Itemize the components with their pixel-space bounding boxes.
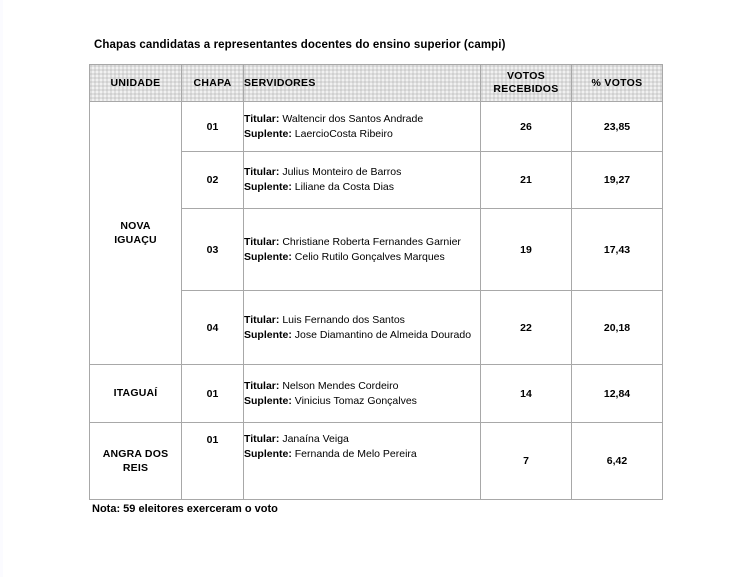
cell-percent-votos: 20,18: [571, 290, 663, 365]
cell-votos-recebidos: 19: [480, 208, 572, 291]
suplente-label: Suplente:: [244, 394, 292, 407]
suplente-name: Fernanda de Melo Pereira: [294, 447, 417, 460]
column-header-unidade: UNIDADE: [89, 64, 182, 102]
titular-label: Titular:: [244, 379, 280, 392]
suplente-name: LaercioCosta Ribeiro: [294, 127, 393, 140]
suplente-label: Suplente:: [244, 447, 292, 460]
titular-name: Christiane Roberta Fernandes Garnier: [282, 235, 461, 248]
cell-servidores: Titular: Nelson Mendes Cordeiro Suplente…: [243, 364, 481, 423]
suplente-name: Vinicius Tomaz Gonçalves: [294, 394, 417, 407]
suplente-label: Suplente:: [244, 181, 292, 193]
cell-votos-recebidos: 26: [480, 101, 572, 152]
titular-name: Janaína Veiga: [282, 433, 349, 445]
table-row: ITAGUAÍ 01 Titular: Nelson Mendes Cordei…: [89, 364, 663, 423]
cell-chapa: 02: [181, 151, 244, 209]
cell-chapa: 01: [181, 422, 244, 500]
cell-percent-votos: 12,84: [571, 364, 663, 423]
column-header-servidores: SERVIDORES: [243, 64, 481, 102]
cell-servidores: Titular: Janaína Veiga Suplente: Fernand…: [243, 422, 481, 500]
column-header-chapa: CHAPA: [181, 64, 244, 102]
servidor-suplente: Suplente: Vinicius Tomaz Gonçalves: [244, 394, 480, 409]
suplente-label: Suplente:: [244, 250, 292, 263]
servidor-titular: Titular: Janaína Veiga: [244, 432, 480, 447]
suplente-name: Liliane da Costa Dias: [294, 181, 394, 193]
table-row: ANGRA DOS REIS 01 Titular: Janaína Veiga…: [89, 422, 663, 500]
servidor-titular: Titular: Julius Monteiro de Barros: [244, 165, 480, 180]
servidor-titular: Titular: Christiane Roberta Fernandes Ga…: [244, 235, 480, 250]
unidade-label-line2: REIS: [122, 462, 149, 474]
table-row: 04 Titular: Luis Fernando dos Santos Sup…: [90, 290, 663, 365]
cell-votos-recebidos: 7: [480, 422, 572, 500]
servidor-titular: Titular: Nelson Mendes Cordeiro: [244, 379, 480, 394]
servidor-titular: Titular: Waltencir dos Santos Andrade: [244, 112, 480, 127]
table-header: UNIDADE CHAPA SERVIDORES VOTOS RECEBIDOS…: [89, 64, 663, 102]
cell-votos-recebidos: 22: [480, 290, 572, 365]
servidor-suplente: Suplente: Jose Diamantino de Almeida Dou…: [244, 328, 480, 343]
table-header-row: UNIDADE CHAPA SERVIDORES VOTOS RECEBIDOS…: [89, 64, 663, 102]
unidade-label-line1: NOVA: [120, 219, 151, 232]
titular-name: Luis Fernando dos Santos: [282, 313, 405, 326]
cell-servidores: Titular: Christiane Roberta Fernandes Ga…: [243, 208, 481, 291]
column-header-votos-line2: RECEBIDOS: [493, 83, 559, 95]
results-table: UNIDADE CHAPA SERVIDORES VOTOS RECEBIDOS…: [89, 64, 663, 500]
unidade-label-line2: IGUAÇU: [114, 234, 157, 246]
cell-unidade-nova-iguacu: NOVA IGUAÇU: [89, 101, 182, 365]
table-note: Nota: 59 eleitores exerceram o voto: [92, 503, 278, 515]
cell-unidade-itaguai: ITAGUAÍ: [89, 364, 182, 423]
cell-servidores: Titular: Luis Fernando dos Santos Suplen…: [243, 290, 481, 365]
page-title: Chapas candidatas a representantes docen…: [94, 39, 506, 51]
cell-percent-votos: 6,42: [571, 422, 663, 500]
table-body: NOVA IGUAÇU 01 Titular: Waltencir dos Sa…: [89, 101, 663, 500]
suplente-name: Celio Rutilo Gonçalves Marques: [294, 250, 445, 263]
cell-servidores: Titular: Julius Monteiro de Barros Suple…: [243, 151, 481, 209]
unidade-label-line1: ANGRA DOS: [102, 447, 169, 460]
cell-percent-votos: 23,85: [571, 101, 663, 152]
servidor-suplente: Suplente: Liliane da Costa Dias: [244, 180, 480, 195]
titular-label: Titular:: [244, 112, 280, 125]
titular-name: Waltencir dos Santos Andrade: [282, 112, 424, 125]
column-header-votos-recebidos: VOTOS RECEBIDOS: [480, 64, 572, 102]
cell-percent-votos: 19,27: [571, 151, 663, 209]
suplente-name: Jose Diamantino de Almeida Dourado: [294, 328, 472, 341]
column-header-votos-line1: VOTOS: [506, 70, 546, 83]
servidor-suplente: Suplente: Celio Rutilo Gonçalves Marques: [244, 250, 480, 265]
titular-label: Titular:: [244, 433, 280, 445]
cell-chapa: 03: [181, 208, 244, 291]
table-row: 02 Titular: Julius Monteiro de Barros Su…: [90, 151, 663, 209]
table-row: 03 Titular: Christiane Roberta Fernandes…: [90, 208, 663, 291]
cell-votos-recebidos: 14: [480, 364, 572, 423]
table-row: NOVA IGUAÇU 01 Titular: Waltencir dos Sa…: [89, 101, 663, 365]
suplente-label: Suplente:: [244, 127, 292, 140]
titular-label: Titular:: [244, 235, 280, 248]
servidor-suplente: Suplente: LaercioCosta Ribeiro: [244, 127, 480, 142]
cell-votos-recebidos: 21: [480, 151, 572, 209]
cell-chapa: 01: [181, 101, 244, 152]
titular-name: Nelson Mendes Cordeiro: [282, 379, 399, 392]
titular-label: Titular:: [244, 166, 280, 179]
cell-chapa: 04: [181, 290, 244, 365]
servidor-titular: Titular: Luis Fernando dos Santos: [244, 313, 480, 328]
cell-unidade-angra-dos-reis: ANGRA DOS REIS: [89, 422, 182, 500]
suplente-label: Suplente:: [244, 328, 292, 341]
column-header-percent-votos: % VOTOS: [571, 64, 663, 102]
titular-label: Titular:: [244, 313, 280, 326]
cell-servidores: Titular: Waltencir dos Santos Andrade Su…: [243, 101, 481, 152]
cell-chapa: 01: [181, 364, 244, 423]
titular-name: Julius Monteiro de Barros: [282, 166, 402, 179]
cell-percent-votos: 17,43: [571, 208, 663, 291]
servidor-suplente: Suplente: Fernanda de Melo Pereira: [244, 447, 480, 462]
